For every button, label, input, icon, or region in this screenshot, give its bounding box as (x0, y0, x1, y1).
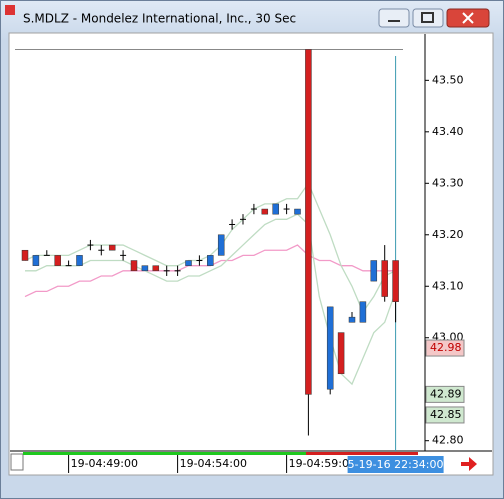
chart-panel (8, 32, 494, 476)
y-tick-label: 43.40 (432, 125, 464, 138)
candle-body (130, 260, 138, 272)
app-icon (5, 5, 15, 15)
session-bar (23, 452, 306, 455)
candle-body (32, 255, 40, 266)
price-marker-label: 42.89 (430, 387, 462, 400)
x-tick-label: 19-04:49:00 (71, 457, 138, 470)
session-bar (306, 452, 418, 455)
scroll-arrow[interactable] (461, 457, 477, 471)
close-icon (462, 12, 474, 24)
candle-body (305, 49, 312, 395)
candle-body (348, 316, 356, 323)
checkbox[interactable] (10, 453, 24, 471)
maximize-icon (421, 12, 434, 23)
x-tick-label: 19-04:54:00 (180, 457, 247, 470)
y-tick-label: 43.30 (432, 176, 464, 189)
candle-body (141, 265, 149, 272)
minimize-button[interactable] (378, 8, 410, 28)
candle-body (108, 244, 116, 251)
candle-body (217, 234, 225, 256)
price-marker (425, 406, 465, 424)
candle-body (54, 255, 61, 266)
y-tick-label: 43.20 (432, 228, 464, 241)
price-marker (425, 339, 465, 357)
candle-body (207, 255, 214, 266)
maximize-button[interactable] (412, 8, 444, 28)
price-marker-label: 42.98 (430, 341, 462, 354)
candle-body (261, 208, 269, 215)
y-tick-label: 42.80 (432, 434, 464, 447)
candle-body (76, 255, 83, 266)
candle-body (21, 249, 29, 261)
candle-body (381, 260, 388, 297)
indicator-line (25, 213, 397, 386)
candle-body (185, 260, 192, 266)
y-tick-label: 43.50 (432, 73, 464, 86)
candle-body (272, 203, 279, 215)
y-tick-label: 43.10 (432, 279, 464, 292)
price-marker (425, 385, 465, 403)
candle-body (359, 301, 367, 323)
window-title: S.MDLZ - Mondelez International, Inc., 3… (23, 12, 296, 26)
candle-body (370, 260, 378, 282)
candle-body (152, 265, 160, 272)
cursor-label-box (347, 456, 444, 473)
candle-body (392, 260, 399, 302)
price-marker-label: 42.85 (430, 408, 462, 421)
candle-body (326, 306, 334, 390)
x-tick-label: 19-04:59:00 (289, 457, 356, 470)
candle-body (294, 208, 301, 215)
candle-body (337, 332, 345, 375)
cursor-label: 5-19-16 22:34:00 (348, 458, 444, 471)
